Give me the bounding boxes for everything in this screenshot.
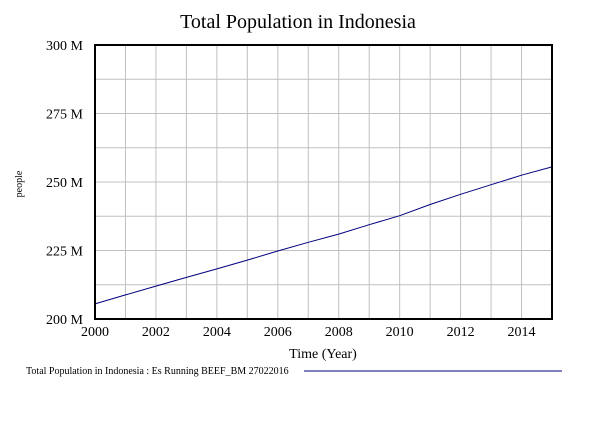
x-tick-label: 2014	[508, 325, 536, 340]
y-tick-label: 250 M	[46, 176, 84, 191]
x-tick-label: 2008	[325, 325, 353, 340]
population-series-line	[94, 166, 553, 305]
y-tick-label: 275 M	[46, 108, 84, 123]
legend: Total Population in Indonesia : Es Runni…	[26, 366, 562, 377]
chart-title: Total Population in Indonesia	[180, 11, 416, 33]
y-tick-label: 225 M	[46, 245, 84, 260]
x-axis-ticks: 2000 2002 2004 2006 2008 2010 2012 2014	[81, 325, 536, 340]
grid-lines	[94, 44, 553, 320]
x-tick-label: 2000	[81, 325, 109, 340]
x-tick-label: 2004	[203, 325, 231, 340]
series-layer	[94, 166, 553, 305]
y-axis-label: people	[14, 170, 25, 197]
legend-series-label: Total Population in Indonesia : Es Runni…	[26, 366, 289, 377]
y-tick-label: 200 M	[46, 313, 84, 328]
x-tick-label: 2006	[264, 325, 292, 340]
y-axis-ticks: 200 M 225 M 250 M 275 M 300 M	[46, 39, 84, 328]
x-tick-label: 2010	[386, 325, 414, 340]
x-tick-label: 2012	[447, 325, 475, 340]
x-axis-label: Time (Year)	[289, 347, 357, 362]
plot-area-frame	[94, 44, 553, 320]
x-tick-label: 2002	[142, 325, 170, 340]
y-tick-label: 300 M	[46, 39, 84, 54]
